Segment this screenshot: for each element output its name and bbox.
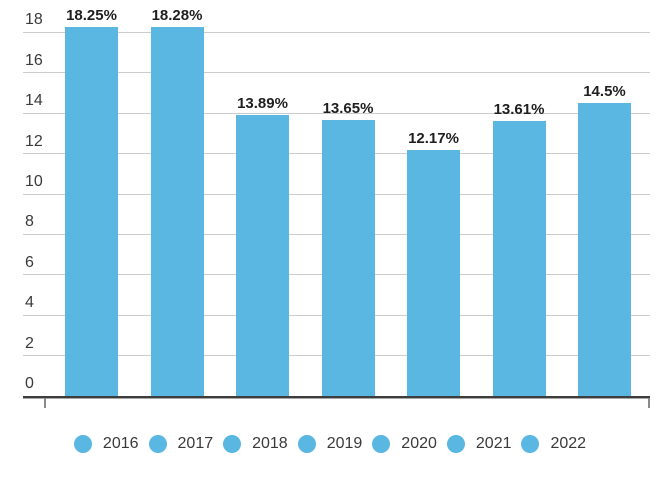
- y-axis-tick-label: 14: [25, 92, 43, 110]
- bar-value-label: 14.5%: [583, 83, 626, 101]
- gridline: [23, 31, 650, 33]
- legend-marker-icon: [372, 434, 391, 453]
- legend-label: 2016: [102, 435, 139, 452]
- y-axis-tick-label: 10: [25, 173, 43, 190]
- y-axis-tick-label: 4: [25, 294, 34, 312]
- legend-item-2021[interactable]: 2021: [446, 434, 512, 453]
- legend-label: 2018: [252, 435, 288, 452]
- y-axis-tick-label: 6: [25, 253, 34, 271]
- y-axis-tick-label: 18: [25, 11, 43, 29]
- bar-2017[interactable]: [150, 26, 204, 396]
- bar-value-label: 13.65%: [322, 100, 374, 118]
- legend-label: 2017: [177, 435, 214, 452]
- legend-label: 2021: [475, 435, 512, 452]
- legend-marker-icon: [148, 434, 167, 453]
- gridline: [23, 72, 650, 74]
- x-axis-line: [23, 396, 650, 398]
- legend-item-2020[interactable]: 2020: [372, 434, 437, 453]
- legend-marker-icon: [521, 434, 540, 453]
- legend-marker-icon: [446, 434, 465, 453]
- bar-value-label: 18.28%: [151, 6, 203, 24]
- axis-tick: [44, 398, 46, 408]
- legend: 2016 2017 2018 2019 2020 2021 2022: [0, 434, 660, 453]
- bar-2018[interactable]: [236, 115, 289, 396]
- bar-2020[interactable]: [407, 150, 460, 396]
- legend-item-2018[interactable]: 2018: [223, 434, 288, 453]
- y-axis-tick-label: 16: [25, 51, 43, 69]
- bar-2019[interactable]: [321, 120, 375, 396]
- y-axis-tick-label: 12: [25, 132, 43, 150]
- bar-2016[interactable]: [65, 27, 118, 396]
- y-axis-tick-label: 8: [25, 213, 34, 231]
- legend-label: 2020: [401, 435, 437, 452]
- bar-value-label: 18.25%: [66, 7, 117, 25]
- legend-item-2019[interactable]: 2019: [297, 434, 363, 453]
- legend-item-2017[interactable]: 2017: [148, 434, 214, 453]
- bar-2021[interactable]: [492, 121, 546, 396]
- axis-tick: [648, 398, 650, 408]
- legend-marker-icon: [297, 434, 316, 453]
- legend-label: 2019: [326, 435, 363, 452]
- gridline: [23, 112, 650, 114]
- y-axis-tick-label: 2: [25, 334, 34, 352]
- bar-value-label: 13.89%: [237, 95, 288, 113]
- bar-value-label: 12.17%: [408, 130, 459, 148]
- legend-marker-icon: [223, 434, 242, 453]
- y-axis-tick-label: 0: [25, 375, 34, 392]
- legend-label: 2022: [550, 435, 587, 452]
- bar-2022[interactable]: [578, 103, 631, 396]
- legend-marker-icon: [73, 434, 92, 453]
- legend-item-2022[interactable]: 2022: [521, 434, 586, 453]
- bar-value-label: 13.61%: [493, 101, 545, 119]
- legend-item-2016[interactable]: 2016: [73, 434, 139, 453]
